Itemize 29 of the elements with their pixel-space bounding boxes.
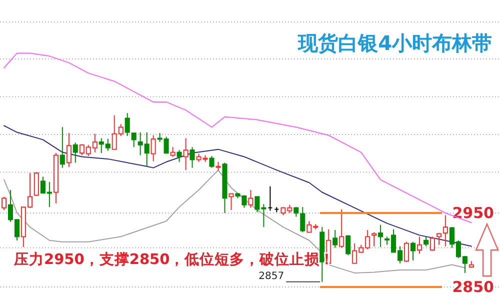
candlestick: [423, 236, 428, 247]
candlestick: [248, 190, 254, 208]
candlestick: [183, 138, 188, 171]
candlestick: [332, 230, 338, 248]
annotation: 2857: [258, 270, 284, 282]
candlestick: [416, 236, 422, 254]
candlestick: [150, 134, 156, 162]
candlestick: [60, 126, 65, 168]
candlestick: [66, 132, 72, 168]
candlestick: [378, 224, 384, 248]
candlestick: [209, 155, 214, 168]
candlestick: [268, 186, 273, 212]
candlestick: [170, 146, 176, 158]
candlestick: [190, 146, 195, 168]
candlestick: [34, 172, 39, 196]
candlestick: [372, 232, 377, 247]
candlestick: [346, 234, 351, 256]
annotation: 压力2950，支撑2850，低位短多，破位止损！: [13, 251, 335, 268]
y-tick-label: 2950: [452, 204, 494, 222]
candlestick: [410, 241, 416, 261]
candlestick: [339, 208, 344, 248]
candlestick: [72, 142, 78, 164]
y-tick-label: 2850: [452, 278, 494, 296]
text: 现货白银4小时布林带: [297, 31, 492, 55]
candlestick: [404, 241, 410, 262]
candlestick: [176, 150, 182, 162]
candlestick: [430, 236, 435, 252]
candlestick: [1, 196, 7, 211]
candlestick: [228, 193, 234, 211]
